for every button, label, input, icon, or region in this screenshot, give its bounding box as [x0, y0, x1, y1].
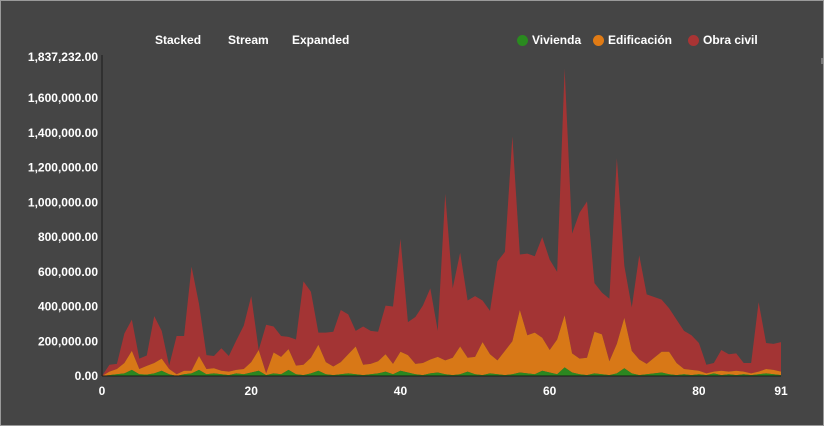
x-tick-label: 40	[394, 384, 408, 398]
y-tick-label: 1,400,000.00	[28, 126, 98, 140]
legend-item-vivienda[interactable]: Vivienda	[517, 33, 581, 47]
legend-dot-icon	[517, 34, 528, 46]
x-tick-label: 0	[99, 384, 106, 398]
x-tick-label: 60	[543, 384, 557, 398]
stacked-toggle[interactable]: Stacked	[155, 33, 202, 47]
legend-label: Obra civil	[703, 33, 758, 47]
x-tick-label: 80	[692, 384, 706, 398]
area-series-edificaci-n	[102, 310, 781, 376]
legend-item-obra-civil[interactable]: Obra civil	[688, 33, 758, 47]
y-tick-label: 200,000.00	[38, 334, 98, 348]
stream-toggle[interactable]: Stream	[228, 33, 269, 47]
area-series-vivienda	[102, 367, 781, 376]
x-tick-label: 91	[774, 384, 788, 398]
y-tick-label: 400,000.00	[38, 300, 98, 314]
y-tick-label: 1,000,000.00	[28, 195, 98, 209]
y-tick-label: 600,000.00	[38, 265, 98, 279]
legend-dot-icon	[688, 34, 699, 46]
legend-label: Edificación	[608, 33, 673, 47]
y-tick-label: 0.00	[75, 369, 99, 383]
y-max-label: 1,837,232.00	[28, 50, 98, 64]
y-tick-label: 1,600,000.00	[28, 91, 98, 105]
legend-dot-icon	[593, 34, 604, 46]
expanded-toggle[interactable]: Expanded	[292, 33, 350, 47]
x-tick-label: 20	[245, 384, 259, 398]
legend-label: Vivienda	[532, 33, 582, 47]
y-tick-label: 800,000.00	[38, 230, 98, 244]
y-tick-label: 1,200,000.00	[28, 161, 98, 175]
area-series-obra-civil	[102, 68, 781, 377]
legend-item-edificacion[interactable]: Edificación	[593, 33, 672, 47]
